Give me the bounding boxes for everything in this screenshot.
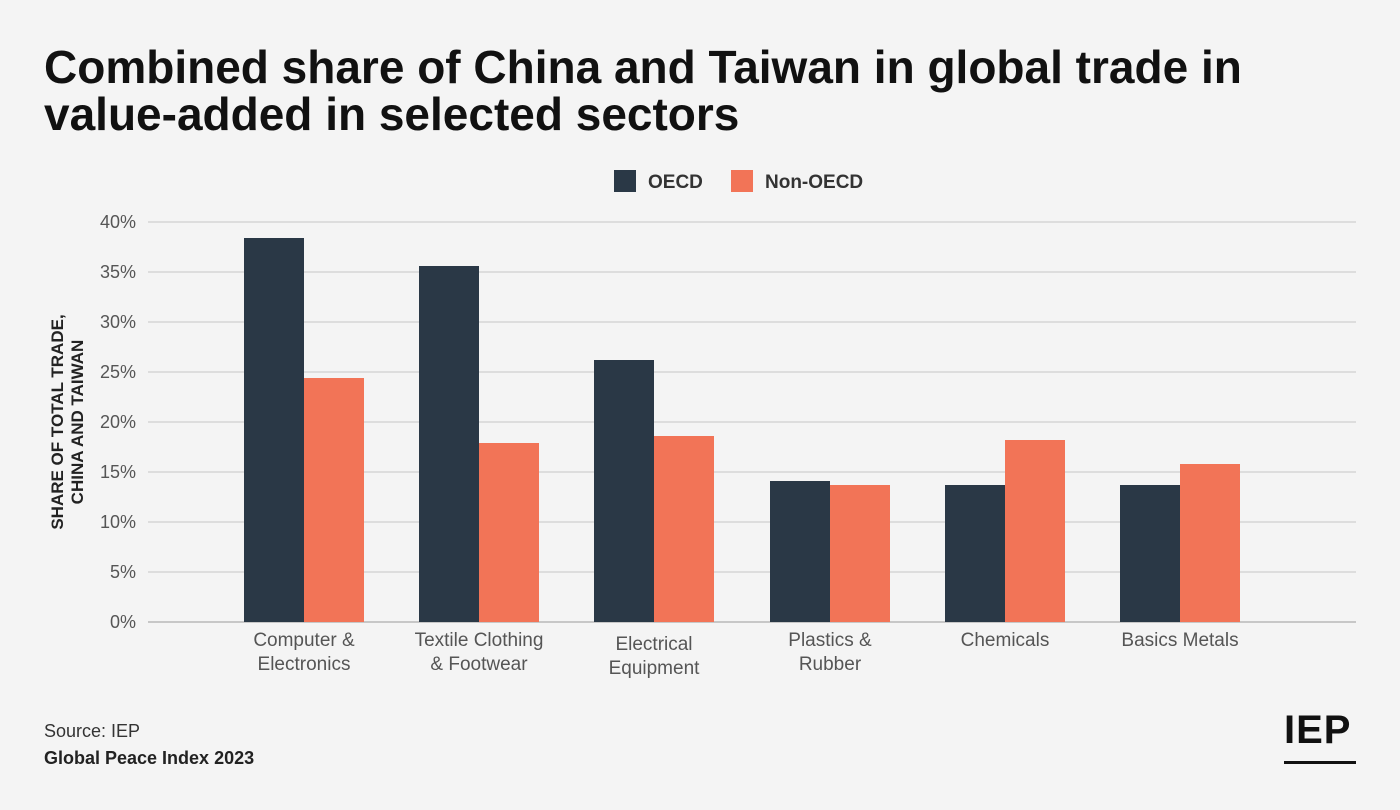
bar-non-oecd bbox=[304, 378, 364, 622]
x-category-label: Plastics & Rubber bbox=[788, 630, 872, 675]
bar-non-oecd bbox=[830, 485, 890, 622]
publication-name: Global Peace Index 2023 bbox=[44, 748, 255, 768]
bar-oecd bbox=[770, 481, 830, 622]
x-category-label: Computer & Electronics bbox=[253, 630, 355, 675]
x-category-label: Electrical Equipment bbox=[609, 634, 701, 679]
legend-label: OECD bbox=[648, 172, 703, 193]
y-tick-label: 15% bbox=[100, 462, 136, 482]
x-axis-labels: Computer & Electronics Textile Clothing & F… bbox=[253, 630, 1238, 679]
y-axis-title-line: SHARE OF TOTAL TRADE, bbox=[48, 314, 67, 529]
bar-non-oecd bbox=[654, 436, 714, 622]
logo-underline bbox=[1284, 761, 1356, 764]
x-category-label-line: Plastics & bbox=[788, 630, 872, 651]
legend-swatch bbox=[614, 170, 636, 192]
y-axis-ticks: 0% 5% 10% 15% 20% 25% 30% 35% 40% bbox=[100, 212, 136, 632]
chart-title: Combined share of China and Taiwan in gl… bbox=[44, 41, 1242, 140]
x-category-label-line: Textile Clothing bbox=[415, 630, 544, 651]
legend: OECD Non-OECD bbox=[614, 170, 863, 193]
y-axis-label: SHARE OF TOTAL TRADE,CHINA AND TAIWAN bbox=[48, 314, 87, 529]
bar-oecd bbox=[1120, 485, 1180, 622]
x-category-label: Basics Metals bbox=[1121, 630, 1238, 651]
x-category-label-line: Chemicals bbox=[961, 630, 1050, 651]
x-category-label-line: Equipment bbox=[609, 658, 701, 679]
x-category-label-line: Basics Metals bbox=[1121, 630, 1238, 651]
y-axis-title: SHARE OF TOTAL TRADE,CHINA AND TAIWAN bbox=[48, 314, 87, 529]
y-tick-label: 30% bbox=[100, 312, 136, 332]
bar-oecd bbox=[945, 485, 1005, 622]
iep-logo: IEP bbox=[1284, 708, 1356, 764]
x-category-label-line: Electronics bbox=[258, 654, 351, 675]
x-category-label: Textile Clothing & Footwear bbox=[415, 630, 544, 675]
iep-logo-text: IEP bbox=[1284, 708, 1352, 752]
y-tick-label: 35% bbox=[100, 262, 136, 282]
y-tick-label: 25% bbox=[100, 362, 136, 382]
bar-non-oecd bbox=[479, 443, 539, 622]
y-tick-label: 10% bbox=[100, 512, 136, 532]
legend-label: Non-OECD bbox=[765, 172, 863, 193]
x-category-label-line: Electrical bbox=[615, 634, 692, 655]
y-axis-title-line: CHINA AND TAIWAN bbox=[68, 340, 87, 505]
x-category-label-line: & Footwear bbox=[430, 654, 528, 675]
bar-non-oecd bbox=[1180, 464, 1240, 622]
y-tick-label: 20% bbox=[100, 412, 136, 432]
y-tick-label: 5% bbox=[110, 562, 136, 582]
bar-chart: 0% 5% 10% 15% 20% 25% 30% 35% 40% SHARE OF TOTAL… bbox=[48, 170, 1356, 679]
bar-oecd bbox=[244, 238, 304, 622]
bar-oecd bbox=[419, 266, 479, 622]
x-category-label-line: Computer & bbox=[253, 630, 355, 651]
y-tick-label: 0% bbox=[110, 612, 136, 632]
source-note: Source: IEP bbox=[44, 721, 141, 741]
x-category-label-line: Rubber bbox=[799, 654, 862, 675]
x-category-label: Chemicals bbox=[961, 630, 1050, 651]
bar-non-oecd bbox=[1005, 440, 1065, 622]
legend-swatch bbox=[731, 170, 753, 192]
bar-oecd bbox=[594, 360, 654, 622]
bars bbox=[244, 238, 1240, 622]
y-tick-label: 40% bbox=[100, 212, 136, 232]
